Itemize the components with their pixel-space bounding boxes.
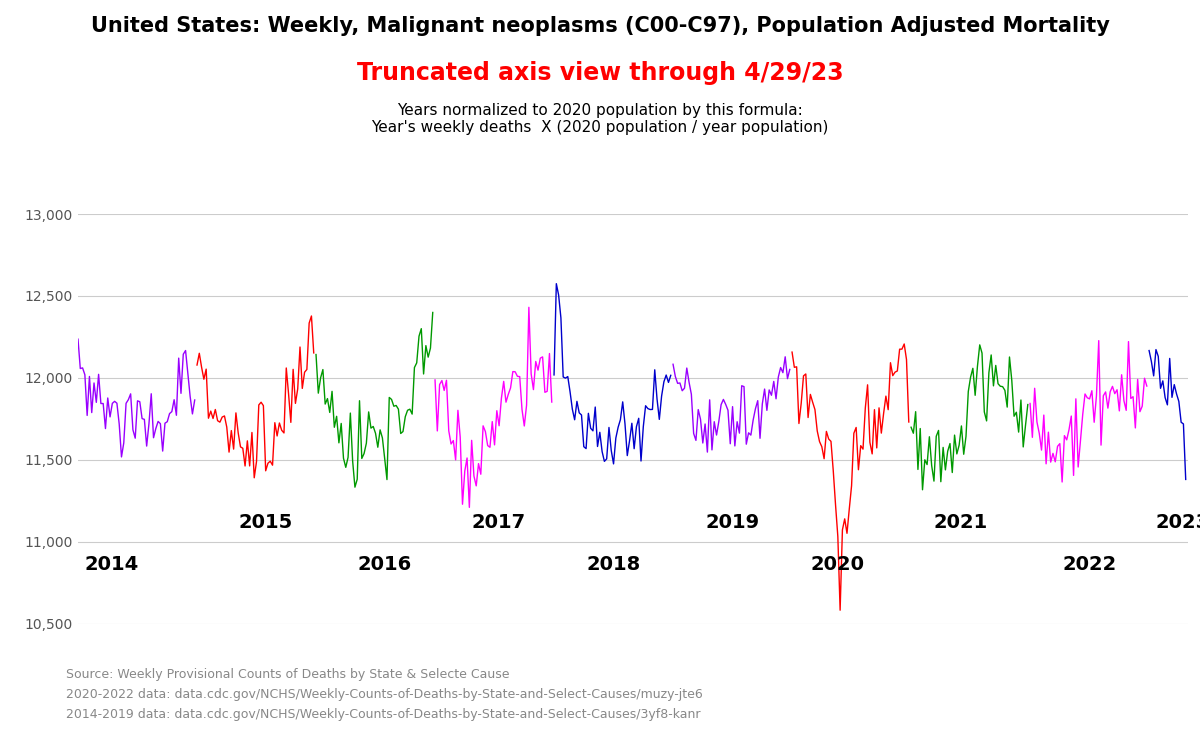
Text: 2023: 2023: [1156, 512, 1200, 531]
Text: Truncated axis view through 4/29/23: Truncated axis view through 4/29/23: [356, 61, 844, 85]
Text: 2018: 2018: [586, 555, 641, 574]
Text: United States: Weekly, Malignant neoplasms (C00-C97), Population Adjusted Mortal: United States: Weekly, Malignant neoplas…: [90, 16, 1110, 36]
Text: 2016: 2016: [358, 555, 412, 574]
Text: 2022: 2022: [1062, 555, 1116, 574]
Text: Years normalized to 2020 population by this formula:: Years normalized to 2020 population by t…: [397, 103, 803, 118]
Text: 2014-2019 data: data.cdc.gov/NCHS/Weekly-Counts-of-Deaths-by-State-and-Select-Ca: 2014-2019 data: data.cdc.gov/NCHS/Weekly…: [66, 708, 701, 721]
Text: 2019: 2019: [706, 512, 760, 531]
Text: 2014: 2014: [85, 555, 139, 574]
Text: Source: Weekly Provisional Counts of Deaths by State & Selecte Cause: Source: Weekly Provisional Counts of Dea…: [66, 668, 510, 681]
Text: Year's weekly deaths  X (2020 population / year population): Year's weekly deaths X (2020 population …: [371, 120, 829, 134]
Text: 2015: 2015: [239, 512, 293, 531]
Text: 2020: 2020: [810, 555, 864, 574]
Text: 2020-2022 data: data.cdc.gov/NCHS/Weekly-Counts-of-Deaths-by-State-and-Select-Ca: 2020-2022 data: data.cdc.gov/NCHS/Weekly…: [66, 688, 703, 701]
Text: 2021: 2021: [934, 512, 989, 531]
Text: 2017: 2017: [472, 512, 526, 531]
